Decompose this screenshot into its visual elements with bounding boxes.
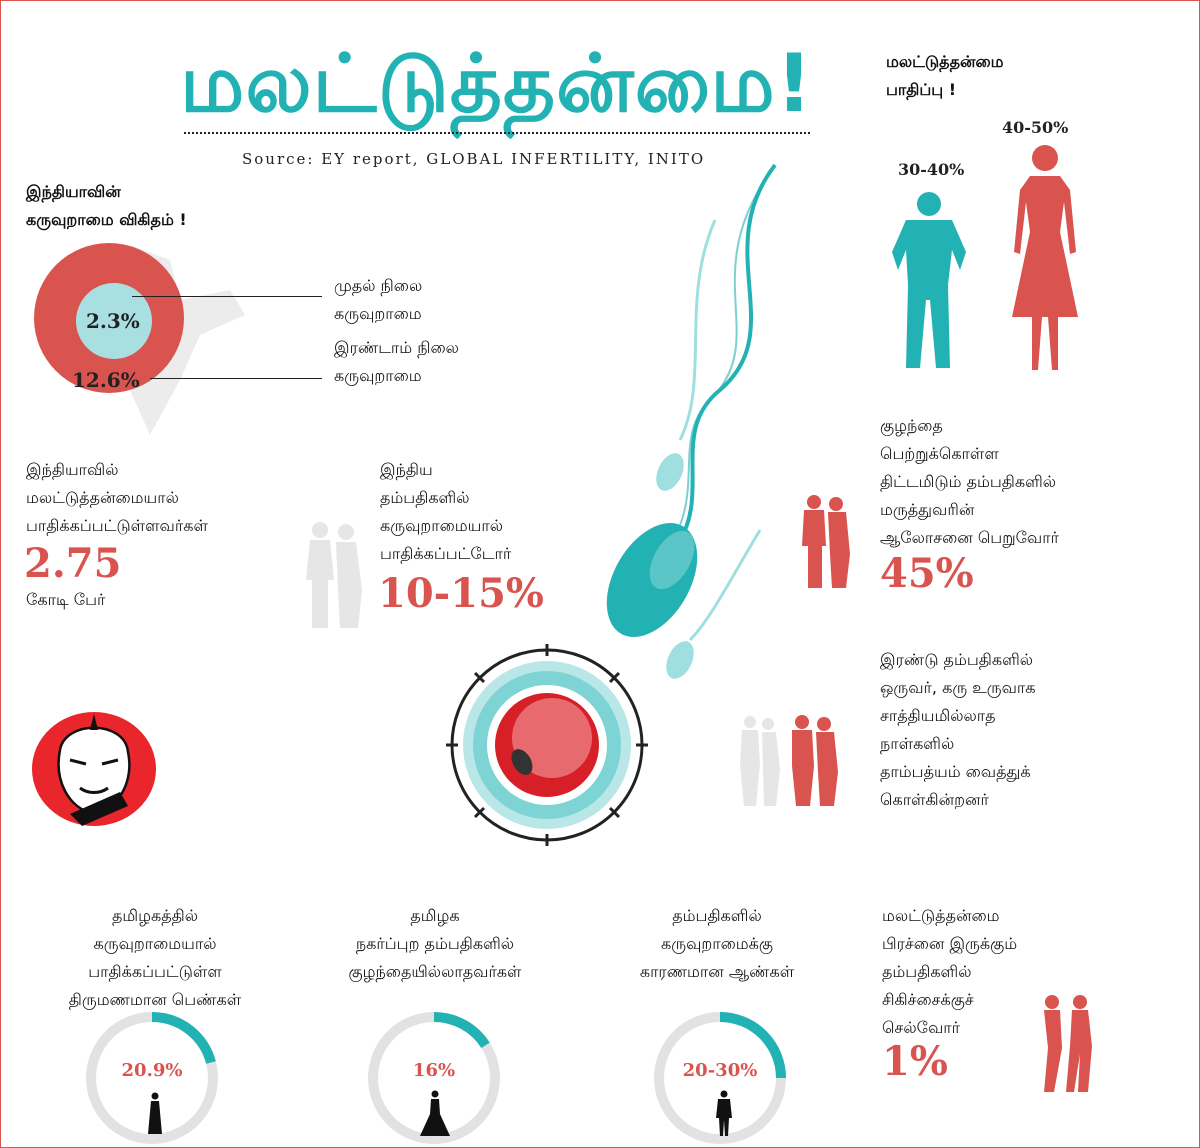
stat-ring-2-fill (654, 1012, 786, 1144)
consult-line1: குழந்தை (880, 416, 943, 435)
timing-line2: ஒருவர், கரு உருவாக (880, 678, 1036, 697)
stat-0-line2: கருவுறாமையால் (93, 934, 217, 953)
secondary-leader-line (150, 378, 322, 379)
stat-0-value: 20.9% (121, 1060, 183, 1081)
stat-2-value: 20-30% (682, 1060, 758, 1081)
couples-affected-value: 10-15% (378, 570, 544, 617)
bride-silhouette-icon (420, 1090, 450, 1136)
infertility-rate-donut (34, 243, 184, 393)
india-affected-line1: இந்தியாவில் (26, 460, 119, 479)
timing-line1: இரண்டு தம்பதிகளில் (880, 650, 1034, 669)
female-silhouette-icon (1012, 145, 1078, 370)
stat-1-line3: குழந்தையில்லாதவர்கள் (348, 962, 522, 981)
treatment-line5: செல்வோர் (882, 1018, 960, 1037)
india-affected-block: இந்தியாவில் மலட்டுத்தன்மையால் பாதிக்கப்ப… (26, 456, 208, 540)
impact-heading-line1: மலட்டுத்தன்மை (886, 52, 1004, 71)
india-affected-value: 2.75 (24, 540, 122, 587)
treatment-value: 1% (882, 1038, 948, 1085)
consult-block: குழந்தை பெற்றுக்கொள்ள திட்டமிடும் தம்பதி… (880, 412, 1059, 552)
couples-affected-line2: தம்பதிகளில் (380, 488, 470, 507)
couple-icon (1044, 995, 1092, 1092)
consult-line4: மருத்துவரின் (880, 500, 975, 519)
female-impact-value: 40-50% (1002, 118, 1069, 137)
stat-1-line2: நகர்ப்புற தம்பதிகளில் (355, 934, 515, 953)
stat-0-line1: தமிழகத்தில் (111, 906, 199, 925)
stat-ring-0 (86, 1012, 218, 1144)
couples-affected-line3: கருவுறாமையால் (380, 516, 503, 535)
india-affected-unit: கோடி பேர் (26, 590, 106, 609)
secondary-rate-label-line2: கருவுறாமை (334, 366, 422, 385)
cartoon-logo-icon (32, 712, 156, 826)
treatment-line3: தம்பதிகளில் (882, 962, 972, 981)
stat-2-line3: காரணமான ஆண்கள் (639, 962, 795, 981)
consult-line2: பெற்றுக்கொள்ள (880, 444, 999, 463)
primary-rate-label: முதல் நிலை கருவுறாமை (334, 272, 422, 328)
stat-1-line1: தமிழக (410, 906, 460, 925)
impact-heading-line2: பாதிப்பு ! (886, 80, 957, 99)
couple-icon (802, 495, 850, 588)
sperm-icon (606, 163, 777, 679)
impact-heading: மலட்டுத்தன்மை பாதிப்பு ! (886, 48, 1004, 104)
india-affected-line3: பாதிக்கப்பட்டுள்ளவர்கள் (26, 516, 208, 535)
india-affected-line2: மலட்டுத்தன்மையால் (26, 488, 179, 507)
male-silhouette-icon (892, 192, 966, 368)
female-silhouette-icon (148, 1092, 162, 1134)
secondary-rate-label-line1: இரண்டாம் நிலை (334, 338, 459, 357)
stat-1-label: தமிழக நகர்ப்புற தம்பதிகளில் குழந்தையில்ல… (330, 902, 540, 986)
secondary-rate-label: இரண்டாம் நிலை கருவுறாமை (334, 334, 459, 390)
egg-cell-icon (446, 644, 648, 846)
treatment-line4: சிகிச்சைக்குச் (882, 990, 974, 1009)
male-impact-value: 30-40% (898, 160, 965, 179)
couples-affected-block: இந்திய தம்பதிகளில் கருவுறாமையால் பாதிக்க… (380, 456, 511, 568)
source-note: Source: EY report, GLOBAL INFERTILITY, I… (242, 150, 706, 168)
couple-icon (740, 715, 838, 806)
treatment-line1: மலட்டுத்தன்மை (882, 906, 1000, 925)
male-silhouette-icon (716, 1090, 732, 1136)
couple-icon (306, 522, 362, 628)
timing-line4: நாள்களில் (880, 734, 955, 753)
stat-0-line4: திருமணமான பெண்கள் (68, 990, 242, 1009)
consult-line3: திட்டமிடும் தம்பதிகளில் (880, 472, 1057, 491)
stat-2-label: தம்பதிகளில் கருவுறாமைக்கு காரணமான ஆண்கள் (612, 902, 822, 986)
timing-block: இரண்டு தம்பதிகளில் ஒருவர், கரு உருவாக சா… (880, 646, 1035, 814)
couples-affected-line4: பாதிக்கப்பட்டோர் (380, 544, 512, 563)
consult-line5: ஆலோசனை பெறுவோர் (880, 528, 1059, 547)
stat-2-line1: தம்பதிகளில் (672, 906, 762, 925)
stat-ring-2 (654, 1012, 786, 1144)
stat-2-line2: கருவுறாமைக்கு (661, 934, 773, 953)
stat-1-value: 16% (412, 1060, 456, 1081)
primary-rate-label-line1: முதல் நிலை (334, 276, 423, 295)
india-rate-heading: இந்தியாவின் கருவுறாமை விகிதம் ! (26, 178, 187, 234)
stat-ring-0-fill (86, 1012, 218, 1144)
treatment-block: மலட்டுத்தன்மை பிரச்னை இருக்கும் தம்பதிகள… (882, 902, 1017, 1042)
primary-rate-value: 2.3% (86, 309, 140, 333)
secondary-rate-value: 12.6% (72, 368, 140, 392)
consult-value: 45% (880, 550, 974, 597)
page-title: மலட்டுத்தன்மை! (180, 37, 814, 130)
india-rate-heading-line2: கருவுறாமை விகிதம் ! (26, 210, 187, 229)
couples-affected-line1: இந்திய (380, 460, 433, 479)
stat-0-line3: பாதிக்கப்பட்டுள்ள (88, 962, 222, 981)
stat-ring-1 (368, 1012, 500, 1144)
treatment-line2: பிரச்னை இருக்கும் (882, 934, 1018, 953)
title-divider (184, 132, 810, 134)
primary-rate-label-line2: கருவுறாமை (334, 304, 422, 323)
india-rate-heading-line1: இந்தியாவின் (26, 182, 121, 201)
timing-line3: சாத்தியமில்லாத (880, 706, 996, 725)
stat-ring-1-fill (368, 1012, 500, 1144)
primary-leader-line (132, 296, 322, 297)
timing-line5: தாம்பத்யம் வைத்துக் (880, 762, 1031, 781)
stat-0-label: தமிழகத்தில் கருவுறாமையால் பாதிக்கப்பட்டு… (60, 902, 250, 1014)
timing-line6: கொள்கின்றனர் (880, 790, 989, 809)
